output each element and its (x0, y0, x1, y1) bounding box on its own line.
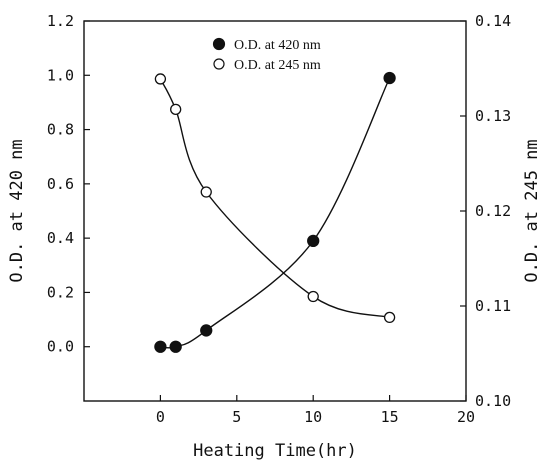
y-tick-label-left: 1.2 (47, 12, 74, 30)
y-axis-title-right: O.D. at 245 nm (522, 139, 542, 282)
data-markers (154, 71, 396, 353)
data-point-420nm (200, 324, 213, 337)
legend-marker-filled (212, 37, 226, 51)
y-tick-label-right: 0.12 (475, 202, 511, 220)
legend-marker-open (213, 58, 225, 70)
y-tick-label-left: 0.8 (47, 121, 74, 139)
legend-label-420: O.D. at 420 nm (234, 38, 321, 53)
axis-ticks: 0 5 10 15 20 0.0 0.2 0.4 0.6 0.8 1.0 1.2 0.10 0.11 0.1… (47, 12, 511, 426)
x-tick-label: 5 (232, 408, 241, 426)
data-point-245nm (307, 290, 319, 303)
fit-curves (159, 77, 391, 349)
legend-label-245: O.D. at 245 nm (234, 58, 321, 73)
y-tick-label-right: 0.10 (475, 392, 511, 410)
y-tick-label-left: 0.0 (47, 338, 74, 356)
data-point-420nm (154, 340, 167, 353)
y-tick-label-right: 0.13 (475, 107, 511, 125)
x-tick-label: 0 (156, 408, 165, 426)
x-tick-label: 20 (457, 408, 475, 426)
y-tick-label-left: 0.2 (47, 283, 74, 301)
data-point-245nm (383, 311, 396, 324)
data-point-420nm (169, 340, 182, 353)
plot-frame (83, 20, 467, 402)
fit-curve-420nm (160, 77, 391, 349)
fit-curve-245nm (159, 78, 390, 319)
y-tick-label-left: 0.4 (47, 229, 74, 247)
y-tick-label-right: 0.11 (475, 297, 511, 315)
data-point-245nm (200, 186, 212, 198)
y-tick-label-left: 0.6 (47, 175, 74, 193)
y-tick-label-right: 0.14 (475, 12, 511, 30)
data-point-245nm (154, 73, 167, 85)
y-tick-label-left: 1.0 (47, 66, 74, 84)
y-axis-title-left: O.D. at 420 nm (7, 139, 27, 282)
data-point-245nm (170, 103, 182, 115)
x-axis-title: Heating Time(hr) (193, 441, 357, 461)
x-tick-label: 10 (304, 408, 322, 426)
data-point-420nm (307, 234, 320, 248)
data-point-420nm (383, 71, 396, 85)
x-tick-label: 15 (381, 408, 399, 426)
legend: O.D. at 420 nm O.D. at 245 nm (212, 37, 321, 73)
